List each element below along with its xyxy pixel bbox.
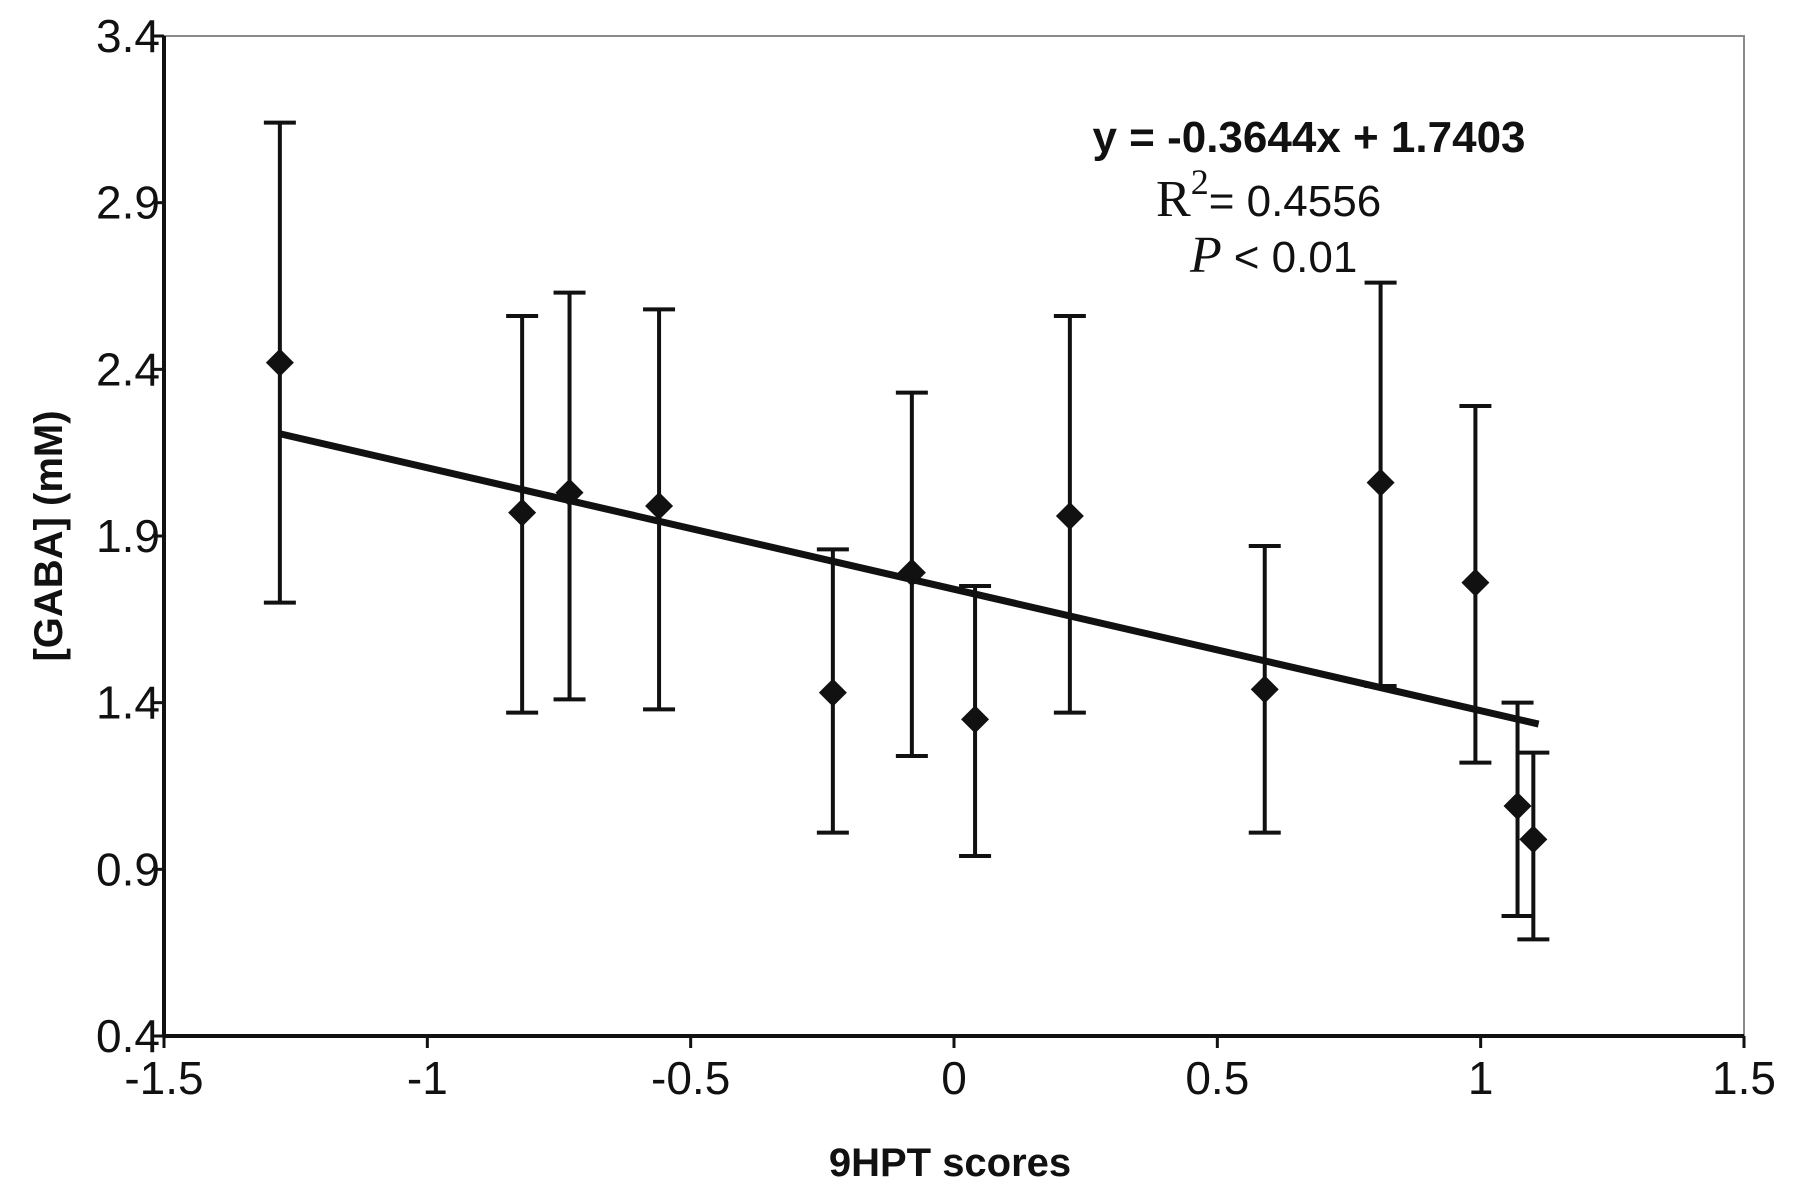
y-tick-label: 2.9 [96, 177, 160, 229]
x-axis-ticks: -1.5 -1 -0.5 0 0.5 1 1.5 [124, 1036, 1776, 1104]
x-tick-label: 0.5 [1185, 1052, 1249, 1104]
data-point-diamond [1250, 675, 1279, 704]
x-axis-title: 9HPT scores [829, 1141, 1071, 1185]
data-point-diamond [645, 492, 674, 520]
data-point-diamond [818, 678, 847, 707]
r-exponent: 2 [1191, 162, 1209, 202]
x-tick-label: 1.5 [1712, 1052, 1776, 1104]
data-points [265, 348, 1548, 854]
p-value-label: P < 0.01 [1189, 227, 1357, 284]
y-axis-title: [GABA] (mM) [27, 410, 71, 661]
data-point-diamond [1519, 825, 1548, 854]
data-point-diamond [897, 558, 926, 587]
data-point-diamond [1461, 568, 1490, 597]
x-tick-label: -1.5 [124, 1052, 203, 1104]
x-tick-label: 0 [941, 1052, 967, 1104]
x-tick-label: -0.5 [651, 1052, 730, 1104]
data-point-diamond [508, 498, 537, 527]
r-squared-label: R2= 0.4556 [1156, 162, 1381, 228]
y-tick-label: 0.9 [96, 843, 160, 895]
r-letter: R [1156, 171, 1191, 228]
regression-equation: y = -0.3644x + 1.7403 [1092, 113, 1525, 162]
x-tick-label: 1 [1468, 1052, 1494, 1104]
y-tick-label: 0.4 [96, 1010, 160, 1062]
regression-annotation: y = -0.3644x + 1.7403 R2= 0.4556 P < 0.01 [1092, 113, 1525, 284]
r-value: = 0.4556 [1209, 177, 1382, 226]
p-letter: P [1189, 227, 1222, 284]
data-point-diamond [961, 705, 990, 734]
x-tick-label: -1 [407, 1052, 448, 1104]
p-value: < 0.01 [1234, 233, 1358, 282]
data-point-diamond [1503, 792, 1532, 820]
y-tick-label: 1.9 [96, 510, 160, 562]
data-point-diamond [1055, 502, 1084, 530]
y-tick-label: 3.4 [96, 10, 160, 62]
data-point-diamond [1366, 468, 1395, 497]
plot-area [163, 35, 1745, 1037]
data-point-diamond [555, 478, 584, 507]
data-point-diamond [265, 348, 294, 377]
y-tick-label: 2.4 [96, 343, 160, 395]
y-axis-ticks: 0.4 0.9 1.4 1.9 2.4 2.9 3.4 [96, 10, 164, 1062]
y-tick-label: 1.4 [96, 677, 160, 729]
